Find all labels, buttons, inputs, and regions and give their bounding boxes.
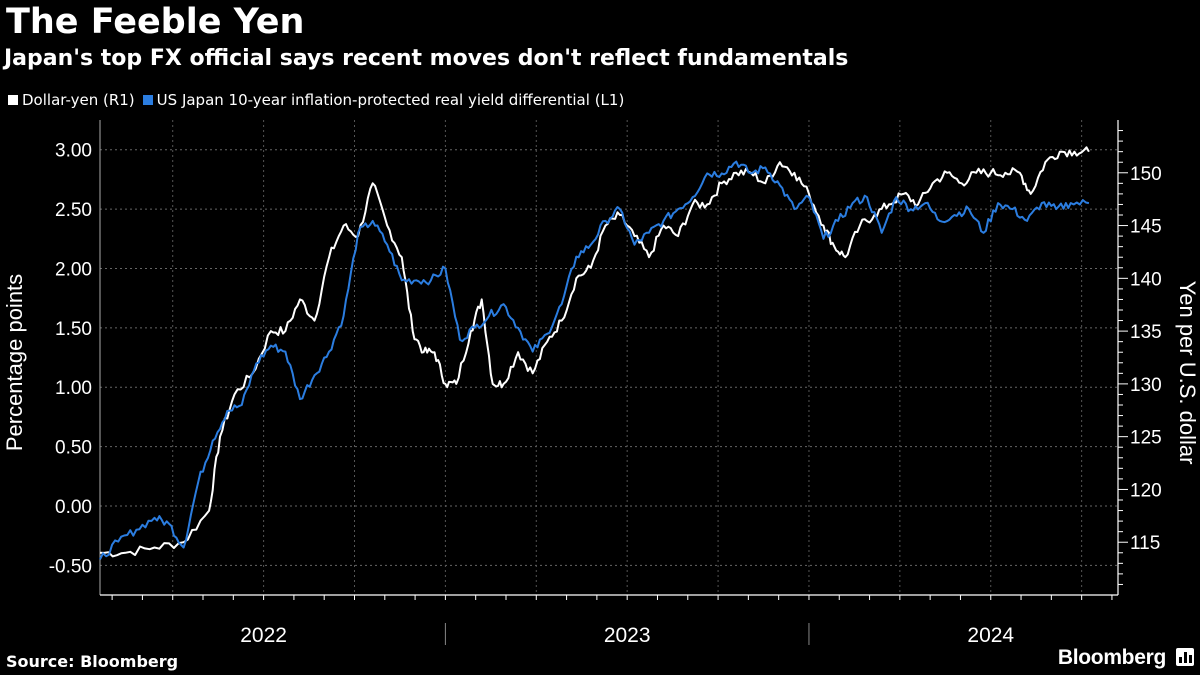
series-line-real-yield bbox=[99, 160, 1090, 560]
y-axis-right-label: Yen per U.S. dollar bbox=[1175, 281, 1200, 465]
series-lines bbox=[99, 146, 1090, 560]
legend-label-real-yield: US Japan 10-year inflation-protected rea… bbox=[156, 91, 625, 109]
legend-item-real-yield: US Japan 10-year inflation-protected rea… bbox=[142, 91, 625, 109]
x-year-label: 2024 bbox=[967, 624, 1014, 647]
x-year-label: 2023 bbox=[604, 624, 651, 647]
bloomberg-logo: Bloomberg bbox=[1057, 646, 1166, 669]
y-left-tick-label: -0.50 bbox=[49, 556, 92, 577]
y-right-tick-label: 115 bbox=[1130, 533, 1160, 554]
y-right-tick-label: 145 bbox=[1130, 217, 1162, 238]
legend-swatch-real-yield bbox=[142, 95, 153, 105]
legend-swatch-dollar-yen bbox=[8, 95, 18, 105]
y-left-tick-label: 2.50 bbox=[55, 200, 92, 221]
legend-label-dollar-yen: Dollar-yen (R1) bbox=[22, 91, 135, 109]
series-line-dollar-yen bbox=[99, 146, 1090, 558]
y-left-tick-label: 3.00 bbox=[55, 141, 92, 162]
gridlines bbox=[100, 120, 1118, 595]
y-left-tick-label: 2.00 bbox=[55, 259, 92, 280]
y-right-tick-label: 150 bbox=[1130, 164, 1162, 185]
source-note: Source: Bloomberg bbox=[6, 652, 179, 671]
legend: Dollar-yen (R1) US Japan 10-year inflati… bbox=[8, 91, 632, 109]
y-right-tick-label: 130 bbox=[1130, 375, 1162, 396]
x-year-label: 2022 bbox=[240, 624, 287, 647]
y-left-tick-label: 1.00 bbox=[55, 378, 92, 399]
chart-subtitle: Japan's top FX official says recent move… bbox=[4, 46, 849, 71]
y-left-tick-label: 1.50 bbox=[55, 319, 92, 340]
y-right-tick-label: 135 bbox=[1130, 322, 1162, 343]
y-left-tick-label: 0.00 bbox=[55, 497, 92, 518]
y-left-tick-label: 0.50 bbox=[55, 438, 92, 459]
y-right-tick-label: 120 bbox=[1130, 480, 1162, 501]
y-right-tick-label: 140 bbox=[1130, 269, 1162, 290]
chart-title: The Feeble Yen bbox=[6, 2, 305, 42]
bloomberg-chart-icon bbox=[1176, 648, 1194, 666]
axes: -0.50 0.00 0.50 1.00 1.50 2.00 2.50 3.00 115 120 1… bbox=[49, 120, 1162, 647]
legend-item-dollar-yen: Dollar-yen (R1) bbox=[8, 91, 135, 109]
y-right-tick-label: 125 bbox=[1130, 428, 1162, 449]
y-axis-left-label: Percentage points bbox=[2, 274, 27, 451]
